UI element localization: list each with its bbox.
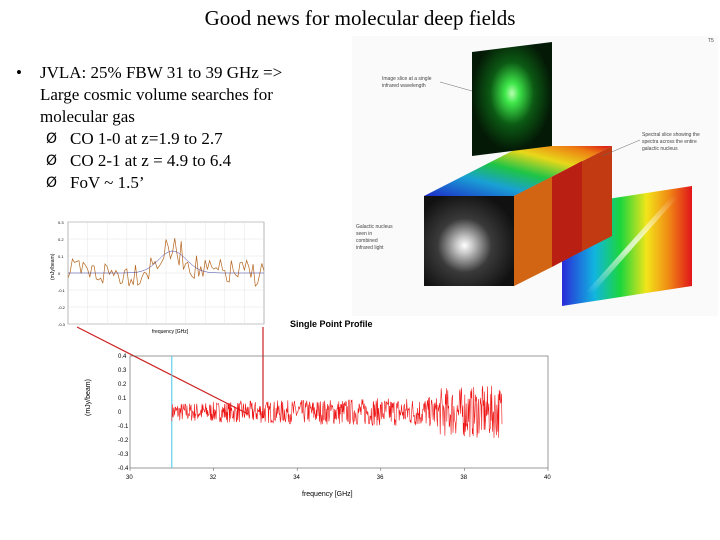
- label-image-slice: infrared wavelength: [382, 83, 426, 89]
- y-tick-label: 0.3: [118, 368, 127, 374]
- inset-y-tick-label: -0.2: [58, 305, 66, 310]
- label-spectral-slice: spectra across the entire: [642, 139, 697, 145]
- inset-y-tick-label: -0.1: [58, 288, 66, 293]
- sub-bullet: Ø CO 1-0 at z=1.9 to 2.7: [10, 128, 370, 150]
- main-bullet-line: Large cosmic volume searches for: [40, 85, 273, 104]
- bullet-dot-icon: •: [16, 63, 22, 82]
- bullet-list: • JVLA: 25% FBW 31 to 39 GHz => Large co…: [10, 62, 370, 194]
- inset-y-tick-label: 0.3: [58, 220, 64, 225]
- sub-bullet: Ø FoV ~ 1.5’: [10, 172, 370, 194]
- image-slice-plane: [472, 42, 552, 156]
- single-point-profile-chart: Single Point Profile 0.4 0.3 0.2 0.1 0 -0.1 -0…: [85, 319, 551, 498]
- inset-y-tick-label: -0.3: [58, 322, 66, 327]
- label-nucleus: Galactic nucleus: [356, 224, 393, 230]
- label-nucleus: combined: [356, 238, 378, 244]
- y-tick-label: -0.1: [118, 424, 129, 430]
- inset-y-tick-label: 0.1: [58, 254, 64, 259]
- x-tick-label: 34: [293, 475, 300, 481]
- chart-title: Single Point Profile: [290, 319, 373, 329]
- y-tick-label: 0: [118, 410, 122, 416]
- label-spectral-slice: galactic nucleus: [642, 146, 678, 152]
- arrow-bullet-icon: Ø: [46, 153, 58, 169]
- arrow-bullet-icon: Ø: [46, 131, 58, 147]
- chart-ylabel: (mJy/beam): [85, 379, 92, 416]
- main-bullet: • JVLA: 25% FBW 31 to 39 GHz => Large co…: [10, 62, 370, 128]
- x-tick-label: 36: [377, 475, 384, 481]
- sub-bullet-list: Ø CO 1-0 at z=1.9 to 2.7 Ø CO 2-1 at z =…: [10, 128, 370, 194]
- x-tick-label: 30: [126, 475, 133, 481]
- y-tick-label: -0.4: [118, 466, 129, 472]
- arrow-bullet-icon: Ø: [46, 175, 58, 191]
- y-tick-label: 0.4: [118, 354, 127, 360]
- y-tick-label: 0.1: [118, 396, 127, 402]
- y-tick-label: -0.3: [118, 452, 129, 458]
- label-nucleus: infrared light: [356, 245, 384, 251]
- figure-credit: T5: [708, 38, 714, 44]
- label-image-slice: Image slice at a single: [382, 76, 432, 82]
- chart-xlabel: frequency [GHz]: [302, 491, 353, 498]
- label-nucleus: seen in: [356, 231, 372, 237]
- data-cube-figure: Image slice at a single infrared wavelen…: [352, 36, 718, 316]
- sub-bullet: Ø CO 2-1 at z = 4.9 to 6.4: [10, 150, 370, 172]
- sub-bullet-text: CO 2-1 at z = 4.9 to 6.4: [70, 151, 232, 170]
- inset-spectrum-line: [67, 238, 265, 287]
- sub-bullet-text: CO 1-0 at z=1.9 to 2.7: [70, 129, 223, 148]
- spectrum-series-line: [171, 385, 503, 438]
- x-tick-label: 38: [460, 475, 467, 481]
- label-spectral-slice: Spectral slice showing the: [642, 132, 700, 138]
- slide-title: Good news for molecular deep fields: [204, 6, 516, 30]
- inset-ylabel: (mJy/beam): [50, 253, 56, 280]
- inset-y-tick-label: 0: [58, 271, 61, 276]
- chart-frame: [129, 355, 549, 469]
- y-tick-label: -0.2: [118, 438, 129, 444]
- y-tick-label: 0.2: [118, 382, 127, 388]
- sub-bullet-text: FoV ~ 1.5’: [70, 173, 145, 192]
- x-tick-label: 40: [544, 475, 551, 481]
- cube-front-face: [424, 196, 514, 286]
- main-bullet-line: molecular gas: [40, 107, 135, 126]
- inset-fit-line: [68, 250, 264, 274]
- inset-y-tick-label: 0.2: [58, 237, 64, 242]
- main-bullet-line: JVLA: 25% FBW 31 to 39 GHz =>: [40, 63, 283, 82]
- cube-top-face: [424, 146, 612, 196]
- x-tick-label: 32: [210, 475, 217, 481]
